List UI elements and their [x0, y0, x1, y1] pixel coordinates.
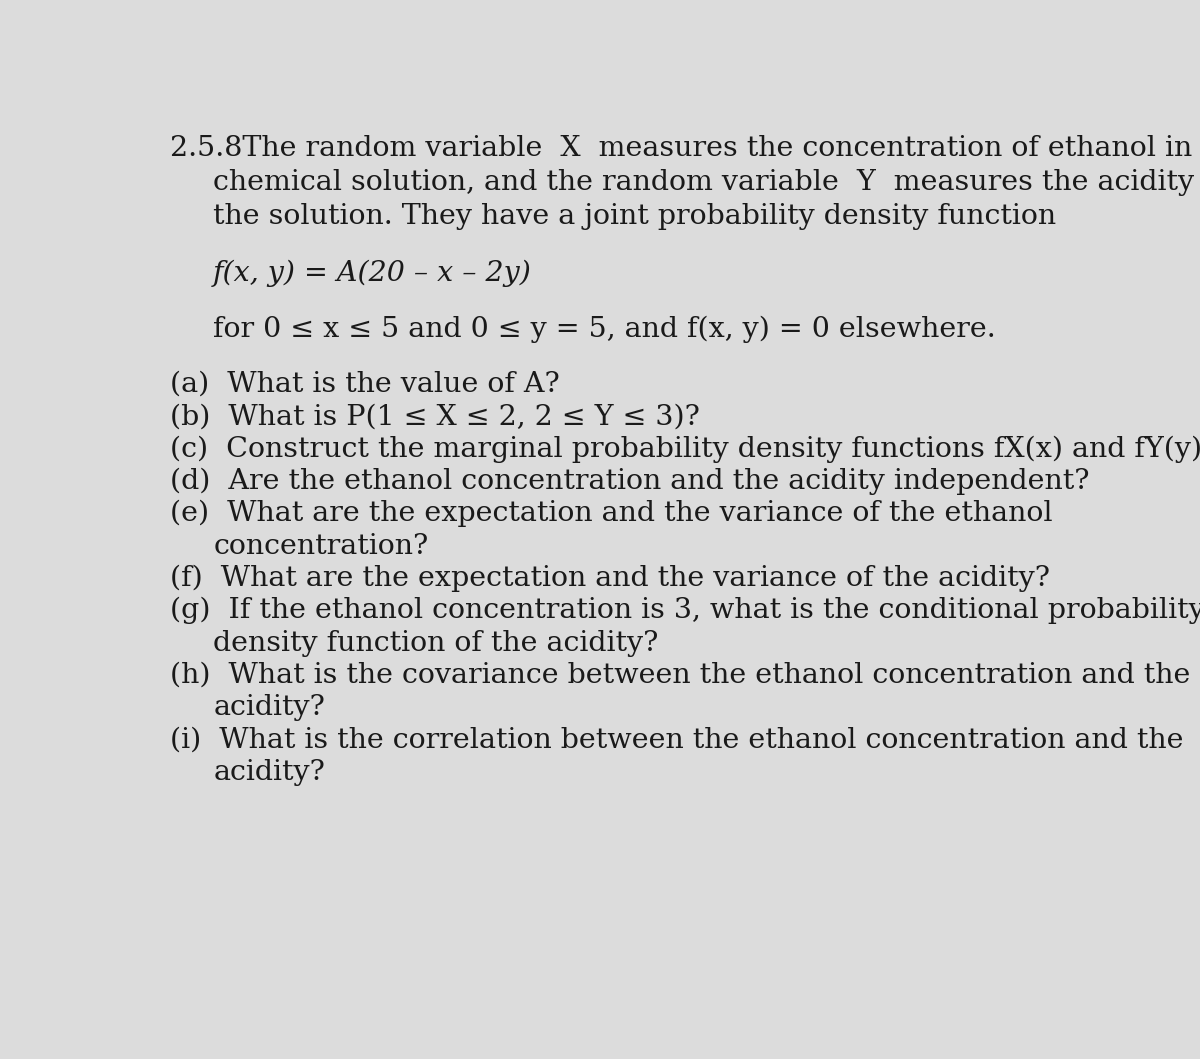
Text: acidity?: acidity?	[214, 759, 325, 786]
Text: (a)  What is the value of A?: (a) What is the value of A?	[170, 371, 560, 398]
Text: (g)  If the ethanol concentration is 3, what is the conditional probability: (g) If the ethanol concentration is 3, w…	[170, 597, 1200, 625]
Text: (d)  Are the ethanol concentration and the acidity independent?: (d) Are the ethanol concentration and th…	[170, 468, 1090, 495]
Text: for 0 ≤ x ≤ 5 and 0 ≤ y = 5, and f(x, y) = 0 elsewhere.: for 0 ≤ x ≤ 5 and 0 ≤ y = 5, and f(x, y)…	[214, 316, 996, 342]
Text: acidity?: acidity?	[214, 695, 325, 721]
Text: concentration?: concentration?	[214, 533, 428, 559]
Text: (i)  What is the correlation between the ethanol concentration and the: (i) What is the correlation between the …	[170, 726, 1184, 754]
Text: f(x, y) = A(20 – x – 2y): f(x, y) = A(20 – x – 2y)	[214, 259, 532, 287]
Text: (c)  Construct the marginal probability density functions fX(x) and fY(y).: (c) Construct the marginal probability d…	[170, 435, 1200, 463]
Text: 2.5.8The random variable  X  measures the concentration of ethanol in a: 2.5.8The random variable X measures the …	[170, 136, 1200, 162]
Text: (b)  What is P(1 ≤ X ≤ 2, 2 ≤ Y ≤ 3)?: (b) What is P(1 ≤ X ≤ 2, 2 ≤ Y ≤ 3)?	[170, 403, 701, 430]
Text: (e)  What are the expectation and the variance of the ethanol: (e) What are the expectation and the var…	[170, 500, 1054, 527]
Text: (f)  What are the expectation and the variance of the acidity?: (f) What are the expectation and the var…	[170, 564, 1050, 592]
Text: density function of the acidity?: density function of the acidity?	[214, 630, 659, 657]
Text: chemical solution, and the random variable  Y  measures the acidity of: chemical solution, and the random variab…	[214, 169, 1200, 196]
Text: the solution. They have a joint probability density function: the solution. They have a joint probabil…	[214, 203, 1056, 230]
Text: (h)  What is the covariance between the ethanol concentration and the: (h) What is the covariance between the e…	[170, 662, 1190, 689]
